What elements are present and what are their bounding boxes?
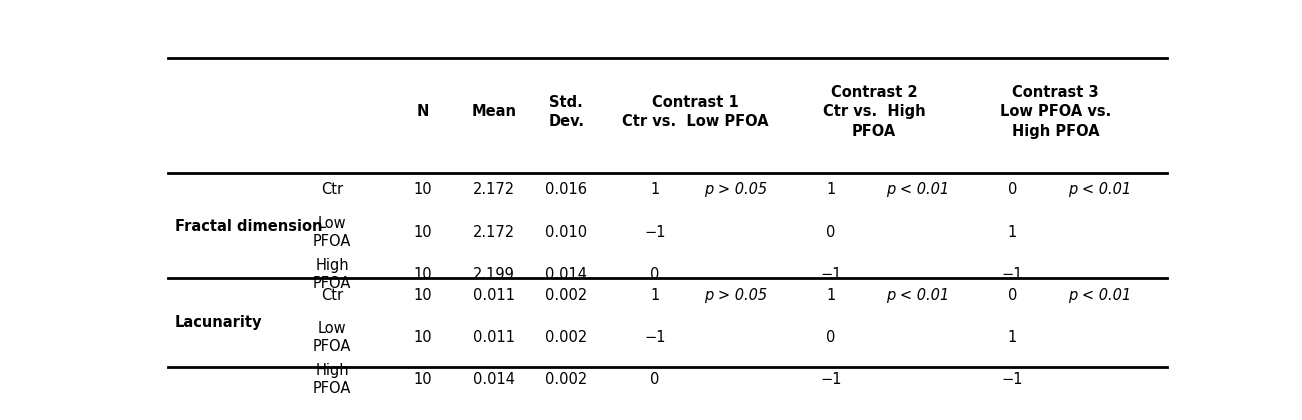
Text: High
PFOA: High PFOA: [312, 363, 352, 396]
Text: 1: 1: [1008, 330, 1017, 345]
Text: −1: −1: [644, 225, 665, 240]
Text: 1: 1: [651, 288, 660, 303]
Text: Ctr: Ctr: [322, 288, 344, 303]
Text: 0.011: 0.011: [473, 288, 514, 303]
Text: 0.014: 0.014: [473, 372, 514, 387]
Text: Contrast 3
Low PFOA vs.
High PFOA: Contrast 3 Low PFOA vs. High PFOA: [1000, 85, 1112, 139]
Text: 0.010: 0.010: [546, 225, 587, 240]
Text: 2.172: 2.172: [473, 182, 514, 197]
Text: −1: −1: [820, 372, 841, 387]
Text: 0.011: 0.011: [473, 330, 514, 345]
Text: 10: 10: [414, 372, 432, 387]
Text: −1: −1: [1001, 267, 1023, 282]
Text: p < 0.01: p < 0.01: [1068, 182, 1130, 197]
Text: 0.002: 0.002: [546, 330, 587, 345]
Text: p > 0.05: p > 0.05: [704, 182, 767, 197]
Text: Fractal dimension: Fractal dimension: [174, 218, 323, 234]
Text: 2.199: 2.199: [473, 267, 514, 282]
Text: 0.002: 0.002: [546, 288, 587, 303]
Text: 10: 10: [414, 267, 432, 282]
Text: 1: 1: [651, 182, 660, 197]
Text: Lacunarity: Lacunarity: [174, 315, 263, 330]
Text: Ctr: Ctr: [322, 182, 344, 197]
Text: p < 0.01: p < 0.01: [1068, 288, 1130, 303]
Text: −1: −1: [644, 330, 665, 345]
Text: High
PFOA: High PFOA: [312, 258, 352, 291]
Text: 1: 1: [825, 288, 836, 303]
Text: 0.016: 0.016: [546, 182, 587, 197]
Text: N: N: [417, 104, 430, 119]
Text: 0: 0: [825, 330, 836, 345]
Text: p < 0.01: p < 0.01: [885, 288, 949, 303]
Text: 0: 0: [1008, 288, 1017, 303]
Text: 0: 0: [825, 225, 836, 240]
Text: 1: 1: [825, 182, 836, 197]
Text: 10: 10: [414, 288, 432, 303]
Text: 10: 10: [414, 225, 432, 240]
Text: 10: 10: [414, 330, 432, 345]
Text: −1: −1: [1001, 372, 1023, 387]
Text: Contrast 1
Ctr vs.  Low PFOA: Contrast 1 Ctr vs. Low PFOA: [622, 95, 769, 129]
Text: Mean: Mean: [471, 104, 516, 119]
Text: 0: 0: [651, 267, 660, 282]
Text: p > 0.05: p > 0.05: [704, 288, 767, 303]
Text: 10: 10: [414, 182, 432, 197]
Text: 1: 1: [1008, 225, 1017, 240]
Text: Low
PFOA: Low PFOA: [312, 321, 352, 354]
Text: Low
PFOA: Low PFOA: [312, 216, 352, 249]
Text: Contrast 2
Ctr vs.  High
PFOA: Contrast 2 Ctr vs. High PFOA: [823, 85, 926, 139]
Text: 2.172: 2.172: [473, 225, 514, 240]
Text: p < 0.01: p < 0.01: [885, 182, 949, 197]
Text: 0.002: 0.002: [546, 372, 587, 387]
Text: 0.014: 0.014: [546, 267, 587, 282]
Text: 0: 0: [651, 372, 660, 387]
Text: 0: 0: [1008, 182, 1017, 197]
Text: −1: −1: [820, 267, 841, 282]
Text: Std.
Dev.: Std. Dev.: [548, 95, 585, 129]
